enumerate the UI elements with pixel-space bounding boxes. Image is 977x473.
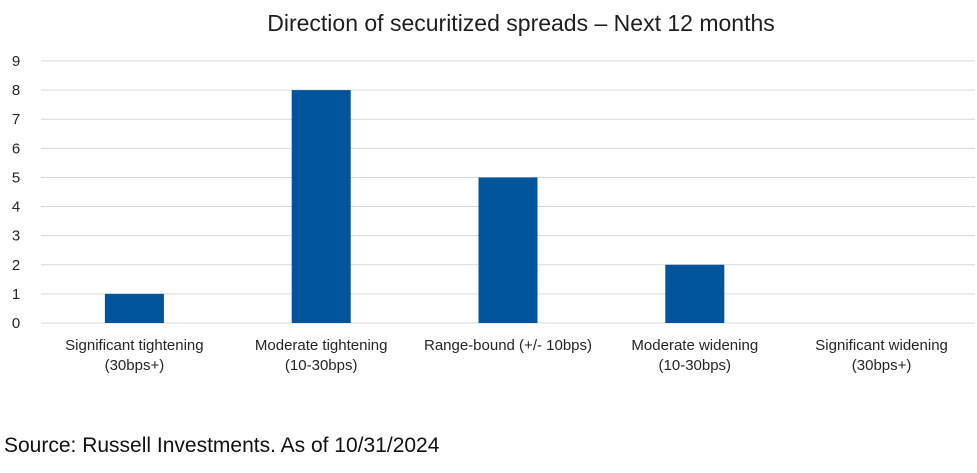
x-tick-label: Significant widening (30bps+): [815, 337, 948, 374]
x-tick-label-line: Moderate widening: [631, 337, 758, 354]
y-tick-label: 1: [12, 286, 20, 303]
y-tick-label: 2: [12, 257, 20, 274]
bars: [104, 90, 725, 323]
chart-title: Direction of securitized spreads – Next …: [267, 10, 775, 36]
x-tick-label-line: Range-bound (+/- 10bps): [424, 337, 592, 354]
x-axis-ticks: Significant tightening (30bps+) Moderate t…: [65, 337, 948, 374]
x-tick-label-line: (30bps+): [852, 357, 912, 374]
x-tick-label-line: (10-30bps): [659, 357, 732, 374]
x-tick-label-line: (10-30bps): [285, 357, 358, 374]
y-tick-label: 5: [12, 169, 20, 186]
x-tick-label-line: Significant tightening: [65, 337, 203, 354]
bar-chart: 0 1 2 3 4 5 6 7 8 9 Significant tightening (30bps+…: [12, 53, 975, 374]
bar: [291, 90, 351, 323]
x-tick-label-line: (30bps+): [105, 357, 165, 374]
y-axis-ticks: 0 1 2 3 4 5 6 7 8 9: [12, 53, 20, 332]
x-tick-label-line: Moderate tightening: [255, 337, 388, 354]
y-tick-label: 6: [12, 140, 20, 157]
y-tick-label: 3: [12, 228, 20, 245]
x-tick-label-line: Significant widening: [815, 337, 948, 354]
y-tick-label: 9: [12, 53, 20, 70]
y-tick-label: 4: [12, 199, 20, 216]
y-tick-label: 8: [12, 82, 20, 99]
y-tick-label: 0: [12, 315, 20, 332]
source-note: Source: Russell Investments. As of 10/31…: [4, 434, 440, 457]
x-tick-label: Moderate widening (10-30bps): [631, 337, 758, 374]
y-tick-label: 7: [12, 111, 20, 128]
x-tick-label: Moderate tightening (10-30bps): [255, 337, 388, 374]
bar: [478, 177, 538, 323]
x-tick-label: Range-bound (+/- 10bps): [424, 337, 592, 354]
bar: [104, 293, 164, 323]
x-tick-label: Significant tightening (30bps+): [65, 337, 203, 374]
bar: [665, 264, 725, 323]
